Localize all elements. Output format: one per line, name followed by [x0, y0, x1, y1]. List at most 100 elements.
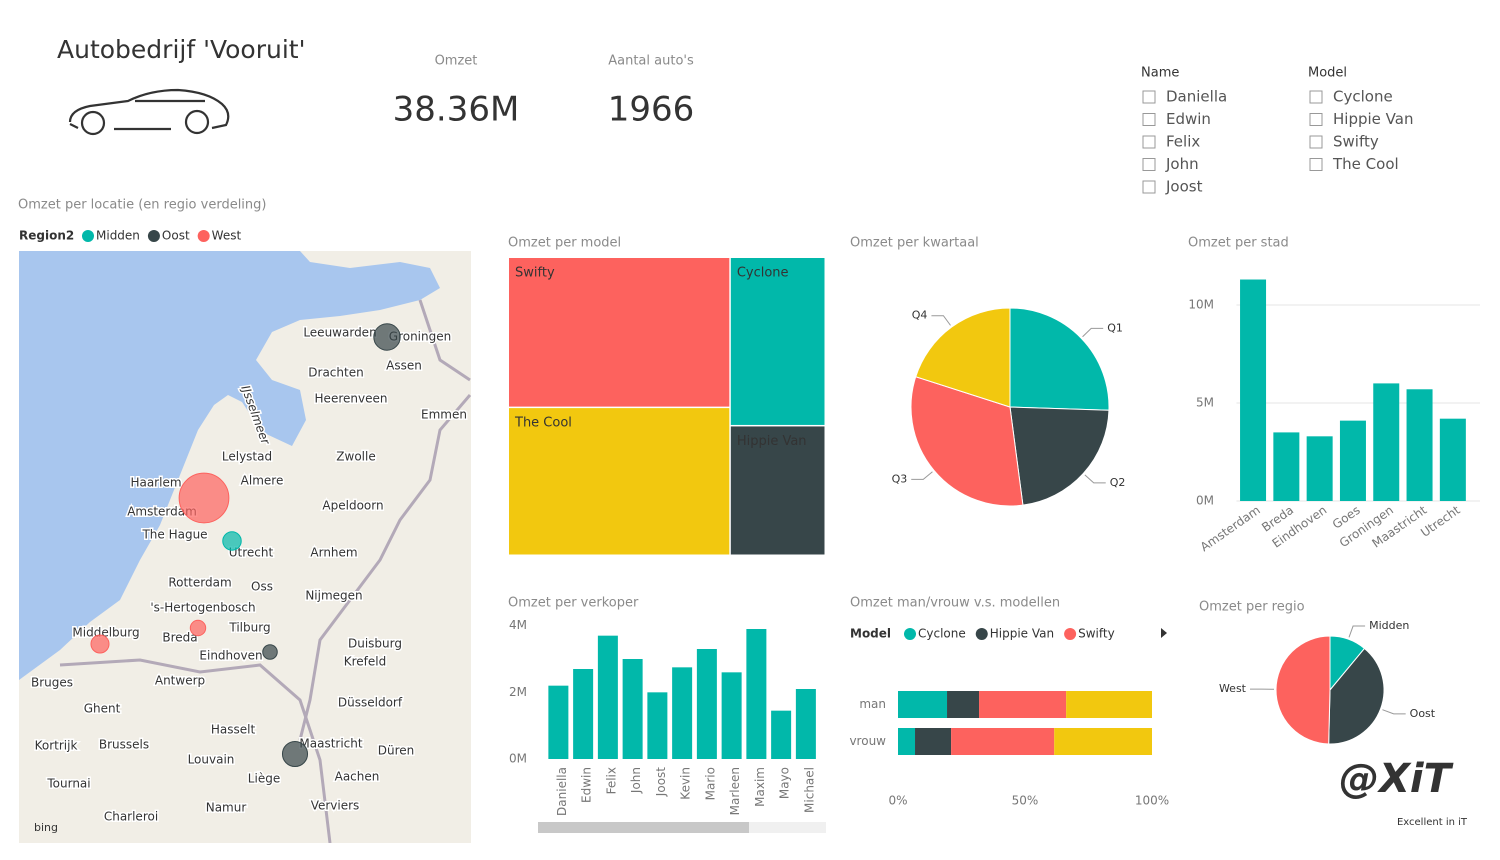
bar-segment	[898, 691, 948, 718]
bar	[1240, 279, 1267, 501]
x-tick-label: Joost	[654, 767, 668, 797]
pie-slice	[1009, 307, 1110, 411]
map-place: Oss	[251, 580, 273, 594]
chart-title: Omzet per regio	[1199, 600, 1305, 615]
slicer-item[interactable]: Felix	[1166, 133, 1200, 151]
legend-label: Midden	[96, 229, 140, 243]
map-place: Charleroi	[104, 810, 158, 824]
map-place: Haarlem	[130, 476, 181, 490]
map-place: The Hague	[141, 528, 207, 542]
leader-line	[911, 471, 933, 480]
map-place: Breda	[162, 631, 197, 645]
legend-swatch	[975, 628, 988, 640]
chart-title: Omzet per model	[508, 236, 621, 251]
map-place: Lelystad	[222, 450, 272, 464]
pie-slice	[915, 307, 1011, 408]
bar-segment	[898, 728, 916, 755]
slicer-item[interactable]: Daniella	[1166, 88, 1227, 106]
legend-swatch	[197, 230, 210, 242]
dashboard-title: Autobedrijf 'Vooruit'	[57, 35, 305, 64]
bar-segment	[947, 691, 980, 718]
slicer-item[interactable]: Edwin	[1166, 110, 1211, 128]
legend-swatch	[147, 230, 160, 242]
bar-segment	[1054, 728, 1152, 755]
map-place: Almere	[241, 474, 284, 488]
map-place: Hasselt	[211, 723, 256, 737]
y-tick-label: man	[859, 697, 886, 711]
leader-line	[1382, 709, 1406, 715]
x-tick-label: Edwin	[580, 767, 594, 803]
pie-label: West	[1219, 682, 1247, 695]
x-tick-label: 50%	[1012, 794, 1039, 808]
map-place: Amsterdam	[127, 505, 197, 519]
pie-label: Midden	[1369, 619, 1409, 632]
map-place: Drachten	[308, 366, 363, 380]
map-place: Nijmegen	[305, 589, 362, 603]
bar-segment	[1066, 691, 1152, 718]
map-place: Krefeld	[344, 655, 386, 669]
legend-swatch	[904, 628, 916, 640]
treemap-label: Hippie Van	[737, 434, 807, 449]
slicer-item[interactable]: John	[1165, 155, 1199, 173]
x-tick-label: Daniella	[555, 767, 569, 816]
map-bubble	[373, 323, 401, 351]
checkbox[interactable]	[1142, 113, 1156, 126]
checkbox[interactable]	[1309, 113, 1323, 126]
map-bubble	[178, 472, 230, 524]
legend-next[interactable]	[1161, 628, 1167, 638]
map-land	[19, 251, 471, 843]
checkbox[interactable]	[1309, 135, 1323, 149]
map-place: Maastricht	[299, 737, 362, 751]
leader-line	[931, 315, 951, 326]
bar	[771, 710, 792, 759]
map-place: Zwolle	[336, 450, 375, 464]
bar	[1339, 420, 1366, 501]
card-value: 1966	[608, 90, 695, 130]
leader-line	[1082, 327, 1104, 338]
checkbox[interactable]	[1309, 90, 1323, 104]
map-place: Arnhem	[310, 546, 357, 560]
legend-label: Swifty	[1078, 627, 1115, 641]
map-place: Tournai	[46, 777, 90, 791]
x-tick-label: 0%	[888, 794, 907, 808]
bar	[1373, 383, 1400, 501]
pie-label: Q2	[1110, 476, 1126, 489]
slicer-item[interactable]: The Cool	[1332, 155, 1399, 173]
checkbox[interactable]	[1309, 158, 1323, 171]
logo-tagline: Excellent in iT	[1397, 817, 1468, 828]
map-place: Tilburg	[228, 621, 270, 635]
checkbox[interactable]	[1142, 158, 1156, 171]
treemap-tile	[509, 258, 730, 407]
map-place: Apeldoorn	[322, 499, 383, 513]
map-place: Liège	[248, 772, 280, 786]
treemap-tile	[730, 258, 825, 425]
logo-mark: @XiT	[1339, 756, 1454, 802]
map-place: Middelburg	[72, 626, 139, 640]
map-place: Verviers	[311, 799, 360, 813]
x-tick-label: Kevin	[679, 767, 693, 800]
checkbox[interactable]	[1142, 90, 1156, 104]
map-bubble	[222, 531, 242, 551]
bar	[548, 685, 569, 759]
bar	[672, 667, 693, 759]
scrollbar-thumb[interactable]	[538, 822, 749, 833]
bar	[647, 692, 668, 759]
bar	[1406, 389, 1433, 501]
map-place: Utrecht	[229, 546, 274, 560]
checkbox[interactable]	[1142, 180, 1156, 194]
leader-line	[1348, 625, 1366, 638]
slicer-item[interactable]: Cyclone	[1333, 88, 1393, 106]
map-place: Kortrijk	[35, 739, 78, 753]
treemap-label: The Cool	[514, 416, 572, 431]
slicer-item[interactable]: Joost	[1165, 178, 1203, 196]
y-tick-label: 2M	[509, 685, 527, 699]
checkbox[interactable]	[1142, 135, 1156, 149]
pie-slice	[1275, 635, 1331, 745]
slicer-item[interactable]: Hippie Van	[1333, 110, 1413, 128]
x-tick-label: Felix	[604, 767, 618, 794]
pie-slice	[1009, 406, 1110, 506]
legend-label: Oost	[162, 229, 190, 243]
slicer-item[interactable]: Swifty	[1333, 133, 1379, 151]
y-tick-label: 10M	[1188, 298, 1214, 312]
